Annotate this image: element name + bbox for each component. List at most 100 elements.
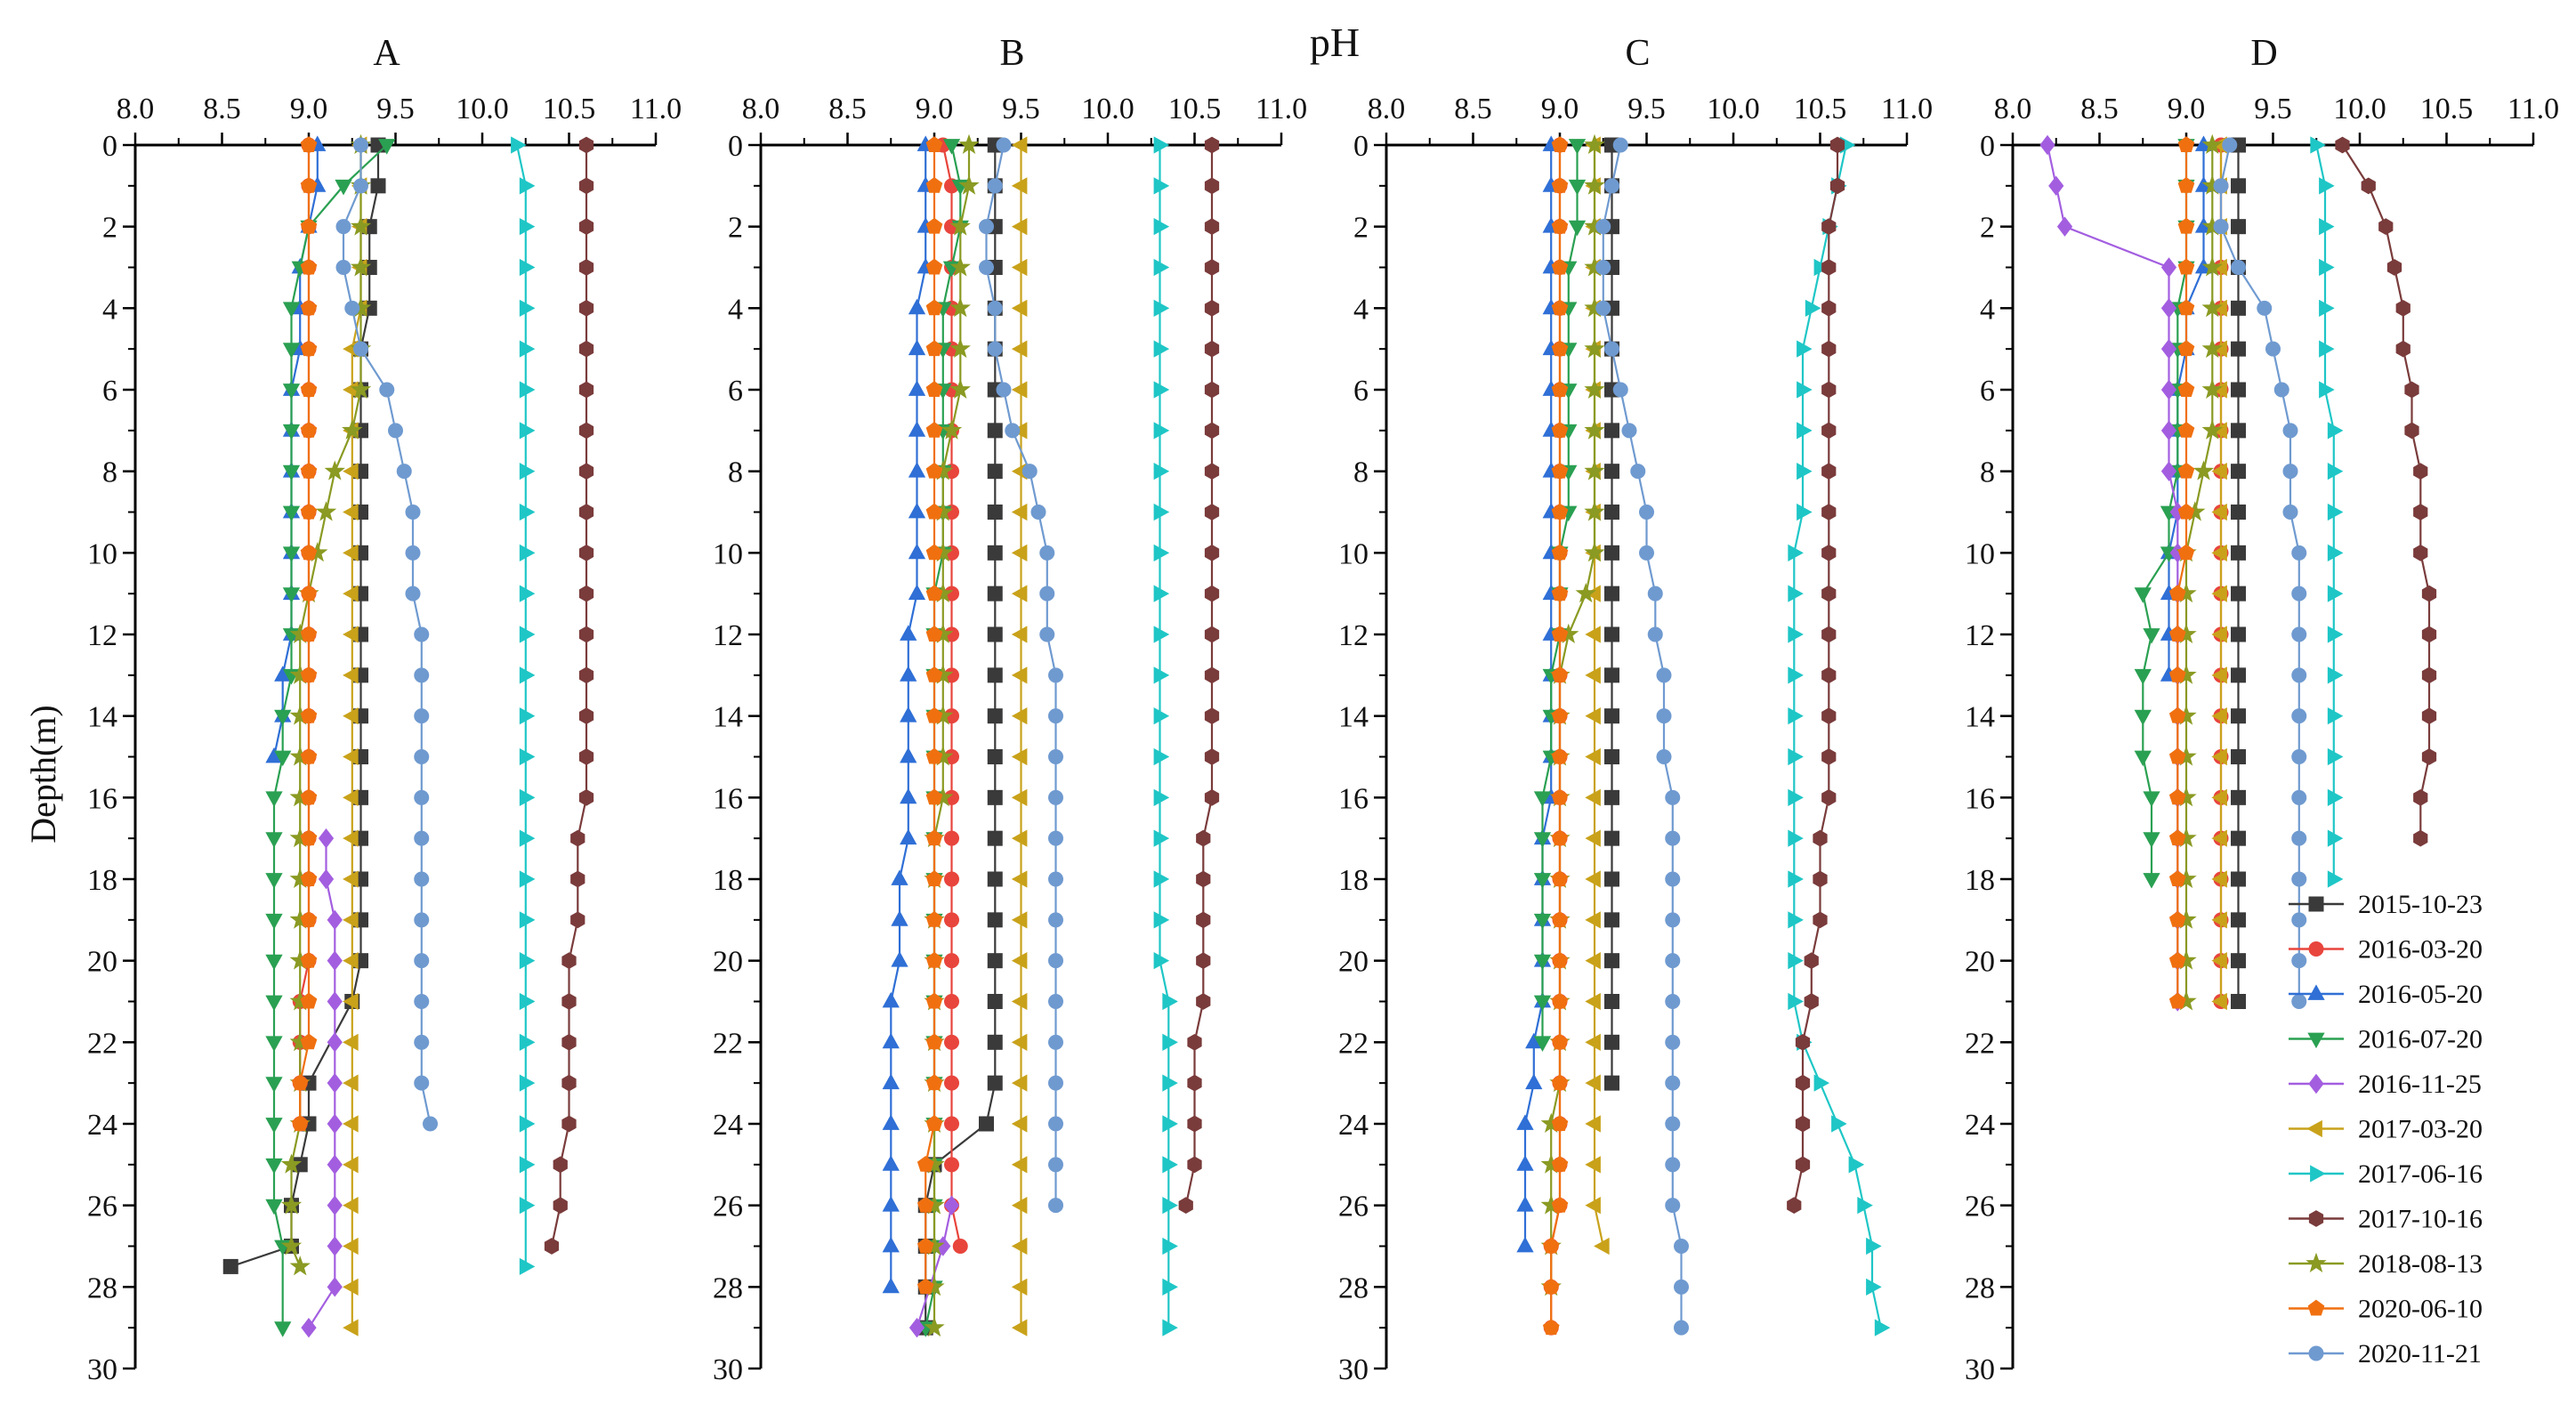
y-tick-label: 6	[1353, 375, 1369, 408]
x-tick-label: 10.5	[543, 93, 596, 125]
data-point	[1162, 992, 1178, 1011]
data-point	[1153, 788, 1170, 806]
legend-entry: 2016-07-20	[2289, 1025, 2483, 1054]
data-point	[318, 868, 335, 890]
data-point	[343, 952, 359, 970]
data-point	[1162, 1319, 1178, 1336]
y-tick-label: 26	[1338, 1191, 1369, 1223]
data-point	[2413, 544, 2428, 561]
legend-marker	[2308, 1073, 2324, 1094]
data-point	[1039, 626, 1055, 642]
data-point	[1153, 952, 1170, 970]
data-point	[2048, 175, 2064, 197]
legend-entry: 2016-03-20	[2289, 935, 2483, 965]
data-point	[300, 258, 318, 275]
data-point	[1821, 463, 1837, 480]
data-point	[1788, 952, 1804, 970]
data-point	[1821, 422, 1837, 440]
data-point	[891, 869, 908, 885]
data-point	[1542, 1319, 1560, 1336]
data-point	[925, 951, 943, 968]
data-point	[1551, 951, 1569, 968]
data-point	[1153, 177, 1170, 195]
data-point	[2378, 218, 2394, 236]
data-point	[2231, 789, 2246, 805]
data-point	[343, 666, 359, 684]
data-point	[2168, 666, 2186, 682]
data-point	[1788, 707, 1804, 725]
data-point	[987, 1075, 1003, 1091]
data-point	[1153, 666, 1170, 684]
data-point	[2211, 340, 2227, 358]
data-point	[1153, 707, 1170, 725]
series-line	[1602, 144, 1683, 1328]
data-point	[2211, 585, 2227, 602]
data-point	[570, 911, 585, 929]
data-point	[1584, 378, 1605, 399]
data-point	[1011, 747, 1028, 766]
data-point	[1788, 544, 1804, 561]
data-point	[1551, 422, 1569, 438]
data-point	[511, 136, 527, 154]
data-point	[2231, 953, 2246, 969]
data-point	[900, 707, 917, 723]
x-tick-label: 9.0	[916, 93, 954, 125]
data-point	[2168, 911, 2186, 927]
data-point	[1039, 585, 1055, 602]
data-point	[2160, 257, 2177, 278]
data-point	[378, 139, 396, 155]
data-point	[519, 747, 536, 766]
series-2016-11-25	[301, 828, 343, 1338]
y-tick-label: 14	[1965, 701, 1995, 734]
data-point	[1011, 1115, 1028, 1133]
data-point	[1665, 1075, 1681, 1091]
y-tick-label: 10	[1965, 537, 1995, 570]
data-point	[343, 1237, 359, 1256]
data-point	[944, 994, 959, 1009]
data-point	[274, 709, 292, 726]
data-point	[987, 341, 1003, 357]
data-point	[300, 462, 318, 479]
data-point	[944, 912, 959, 928]
data-point	[1585, 585, 1601, 602]
x-tick-label: 10.0	[1081, 93, 1135, 125]
x-tick-label: 10.0	[456, 93, 509, 125]
legend-entry: 2015-10-23	[2289, 890, 2483, 919]
series-2017-03-20	[1011, 136, 1028, 1336]
data-point	[343, 1319, 359, 1336]
data-point	[1048, 789, 1063, 805]
data-point	[2291, 708, 2307, 724]
data-point	[1204, 177, 1220, 195]
data-point	[265, 832, 283, 848]
data-point	[414, 708, 430, 724]
data-point	[2160, 338, 2177, 359]
data-point	[2168, 626, 2186, 642]
x-tick-label: 8.5	[828, 93, 867, 125]
data-point	[1585, 1156, 1601, 1174]
data-point	[2231, 382, 2246, 398]
data-point	[908, 380, 926, 396]
y-tick-label: 20	[1338, 946, 1369, 979]
data-point	[1196, 911, 1211, 929]
y-tick-label: 4	[102, 293, 117, 326]
data-point	[1011, 1319, 1028, 1336]
y-tick-label: 8	[728, 456, 743, 489]
data-point	[2039, 134, 2055, 156]
data-point	[942, 139, 961, 155]
data-point	[1011, 544, 1028, 561]
data-point	[925, 136, 943, 152]
data-point	[925, 992, 943, 1009]
data-point	[2413, 788, 2428, 806]
legend-entry: 2017-06-16	[2289, 1159, 2483, 1189]
data-point	[1797, 503, 1813, 521]
data-point	[2231, 545, 2246, 561]
legend-marker	[2307, 1032, 2325, 1049]
data-point	[900, 747, 917, 763]
data-point	[908, 502, 926, 519]
data-point	[917, 1196, 934, 1213]
data-point	[1551, 707, 1569, 723]
data-point	[1048, 953, 1063, 969]
data-point	[282, 302, 301, 318]
data-point	[1788, 747, 1804, 766]
data-point	[1011, 503, 1028, 521]
